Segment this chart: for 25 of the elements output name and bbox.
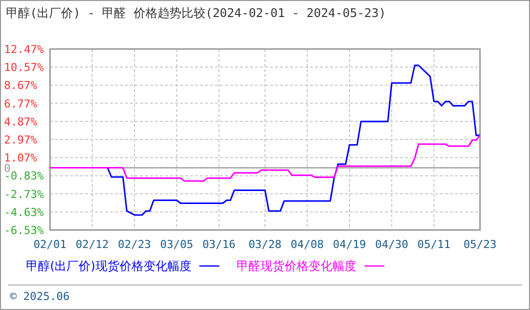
text: © 2025.06 xyxy=(10,290,70,303)
x-tick-label: 04/19 xyxy=(332,238,366,251)
y-tick-label: 4.87% xyxy=(4,115,38,128)
y-tick-label: 10.57% xyxy=(4,61,44,74)
x-tick-label: 05/23 xyxy=(463,238,497,251)
y-tick-label: 6.77% xyxy=(4,97,38,110)
chart-title: 甲醇(出厂价) - 甲醛 价格趋势比较(2024-02-01 - 2024-05-23) xyxy=(6,6,386,20)
x-tick-label: 04/08 xyxy=(290,238,324,251)
x-tick-label: 02/01 xyxy=(33,238,67,251)
y-tick-label: -4.63% xyxy=(4,206,44,219)
legend-label: 甲醛现货价格变化幅度 xyxy=(236,259,356,273)
x-tick-label: 04/30 xyxy=(375,238,408,251)
y-tick-label: 8.67% xyxy=(4,79,38,92)
y-tick-label: -6.53% xyxy=(4,224,44,237)
y-tick-label: 12.47% xyxy=(4,43,44,56)
x-tick-label: 03/28 xyxy=(248,238,282,251)
y-tick-label: 2.97% xyxy=(4,134,38,146)
legend-label: 甲醇(出厂价)现货价格变化幅度 xyxy=(26,259,192,273)
y-tick-label: -2.73% xyxy=(4,188,44,201)
x-tick-label: 03/16 xyxy=(202,238,236,251)
x-tick-label: 02/12 xyxy=(76,238,109,251)
x-tick-label: 05/11 xyxy=(417,238,450,251)
x-tick-label: 02/23 xyxy=(118,238,152,251)
line-series xyxy=(49,134,481,182)
x-tick-label: 03/05 xyxy=(160,238,194,251)
